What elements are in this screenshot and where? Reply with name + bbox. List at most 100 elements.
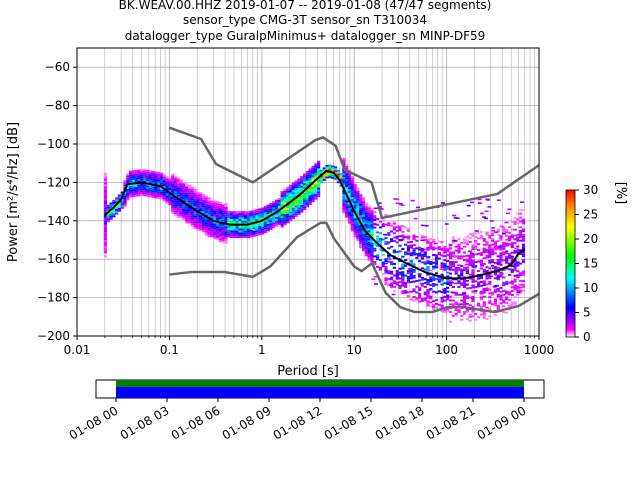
density-cell (401, 248, 405, 251)
density-cell (232, 230, 237, 233)
density-cell (364, 237, 368, 240)
density-cell (507, 235, 512, 238)
density-cell (319, 179, 324, 182)
density-cell (202, 199, 206, 202)
density-cell (471, 278, 475, 281)
density-cell (392, 274, 397, 277)
timeline-tick-label: 01-08 03 (118, 403, 172, 442)
density-cell (207, 206, 211, 209)
density-cell (479, 292, 484, 294)
density-cell (126, 192, 130, 195)
density-cell (148, 178, 152, 181)
density-cell (428, 269, 433, 272)
density-cell (218, 205, 223, 208)
density-cell (468, 315, 472, 318)
density-cell (213, 225, 217, 228)
density-cell (291, 205, 296, 208)
density-cell (269, 224, 273, 226)
density-cell (502, 226, 506, 229)
density-cell (496, 293, 500, 296)
density-cell (218, 232, 223, 235)
density-cell (521, 255, 526, 258)
density-cell (356, 204, 360, 207)
density-cell (305, 195, 310, 198)
density-cell (286, 206, 290, 208)
density-cell (216, 231, 220, 234)
density-cell (426, 290, 430, 293)
density-cell (361, 214, 366, 217)
density-cell (347, 196, 352, 199)
density-cell (232, 213, 237, 216)
density-cell (216, 228, 220, 231)
y-axis-ticks: −200−180−160−140−120−100−80−60 (37, 60, 77, 343)
density-cell (241, 211, 245, 214)
density-cell (202, 207, 206, 210)
density-cell (454, 312, 458, 315)
density-cell (468, 262, 472, 265)
density-cell (471, 234, 475, 237)
density-cell (443, 259, 447, 262)
density-cell (510, 236, 514, 239)
y-tick-label: −80 (45, 99, 70, 113)
density-cell (210, 231, 214, 234)
density-cell (185, 198, 189, 201)
density-cell (249, 212, 253, 215)
density-cell (126, 190, 130, 193)
density-cell (439, 268, 444, 270)
density-cell (179, 194, 183, 197)
density-cell (457, 303, 461, 306)
density-cell (196, 200, 200, 203)
density-cell (308, 176, 312, 178)
density-cell (367, 230, 371, 233)
density-cell (176, 183, 180, 186)
density-cell (241, 226, 245, 229)
x-axis-ticks: 0.01 0.1 1 10 100 1000 (64, 336, 554, 357)
density-cell (280, 191, 284, 194)
density-cell (375, 235, 380, 238)
density-cell (294, 192, 298, 195)
density-cell (440, 300, 444, 303)
density-cell (190, 190, 194, 193)
density-cell (168, 187, 172, 190)
density-cell (395, 251, 399, 253)
density-cell (460, 255, 464, 258)
density-cell (218, 240, 223, 243)
density-cell (331, 173, 335, 175)
density-cell (193, 190, 197, 193)
density-cell (426, 273, 430, 276)
density-cell (269, 212, 273, 215)
density-cell (317, 179, 321, 182)
density-cell (462, 297, 467, 300)
density-cell (364, 210, 368, 213)
density-cell (145, 185, 150, 188)
density-cell (252, 209, 256, 212)
density-cell (123, 201, 127, 204)
density-cell (274, 201, 279, 204)
density-cell (322, 167, 326, 170)
density-cell (418, 246, 422, 249)
density-cell (434, 260, 439, 263)
density-cell (367, 224, 371, 227)
density-cell (345, 202, 349, 205)
density-cell (356, 210, 360, 213)
density-cell (359, 217, 363, 220)
density-cell (179, 183, 183, 186)
density-cell (370, 233, 374, 236)
density-cell (244, 211, 248, 214)
density-cell (171, 206, 175, 209)
density-cell (465, 295, 469, 298)
density-cell (442, 289, 447, 291)
density-cell (216, 233, 220, 236)
density-cell (207, 227, 211, 230)
density-cell (353, 193, 357, 196)
density-cell (468, 237, 472, 240)
density-cell (350, 225, 354, 228)
density-cell (493, 273, 498, 276)
density-cell (179, 192, 183, 195)
density-cell (364, 204, 368, 207)
density-cell (409, 298, 413, 301)
density-cell (488, 282, 492, 285)
density-cell (401, 274, 405, 277)
density-cell (193, 188, 197, 191)
density-cell (482, 270, 486, 273)
